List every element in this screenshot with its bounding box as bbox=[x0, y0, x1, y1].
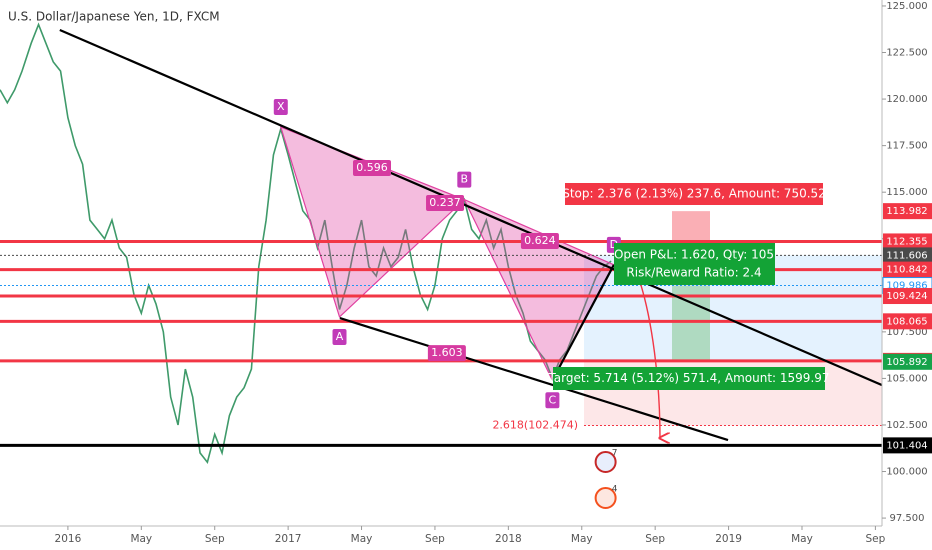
x-tick-label: 2019 bbox=[715, 533, 742, 545]
trendline bbox=[551, 264, 615, 381]
level-box bbox=[883, 233, 932, 250]
x-tick-label: Sep bbox=[205, 533, 225, 545]
pattern-point-label: C bbox=[549, 393, 557, 406]
x-tick-label: 2018 bbox=[495, 533, 522, 545]
level-label: 108.065 bbox=[886, 316, 927, 327]
price-line bbox=[0, 22, 612, 464]
event-count: 7 bbox=[612, 449, 618, 459]
ratio-text: Risk/Reward Ratio: 2.4 bbox=[626, 266, 761, 280]
pattern-point-box bbox=[457, 171, 472, 188]
x-tick-label: 2017 bbox=[275, 533, 302, 545]
pattern-point-label: D bbox=[610, 238, 618, 251]
x-tick-label: May bbox=[791, 533, 813, 545]
pattern-point-label: A bbox=[336, 330, 344, 343]
axes: 97.500100.000102.500105.000107.500110.00… bbox=[55, 1, 932, 545]
level-label: 109.986 bbox=[886, 281, 927, 292]
y-tick-label: 102.500 bbox=[886, 420, 927, 431]
x-tick-label: Sep bbox=[425, 533, 445, 545]
trendline bbox=[59, 28, 882, 387]
level-box bbox=[883, 437, 932, 454]
pattern-point-box bbox=[332, 328, 347, 345]
x-tick-label: Sep bbox=[865, 533, 885, 545]
pattern-point-box bbox=[273, 99, 288, 116]
x-tick-label: May bbox=[130, 533, 152, 545]
level-box bbox=[883, 203, 932, 220]
pattern-point-box bbox=[545, 392, 560, 409]
y-tick-label: 117.500 bbox=[886, 141, 927, 152]
target-box bbox=[553, 367, 825, 390]
ratio-box bbox=[352, 159, 391, 176]
level-label: 101.404 bbox=[886, 440, 927, 451]
projection-arrow bbox=[639, 281, 660, 438]
ratio-label: 0.596 bbox=[356, 161, 388, 174]
x-tick-label: 2016 bbox=[55, 533, 82, 545]
level-label: 113.982 bbox=[886, 206, 927, 217]
level-label: 109.424 bbox=[886, 291, 927, 302]
y-tick-label: 125.000 bbox=[886, 1, 927, 12]
ratio-box bbox=[426, 194, 465, 211]
ratio-label: 0.237 bbox=[429, 196, 461, 209]
x-tick-label: May bbox=[571, 533, 593, 545]
chart-title: U.S. Dollar/Japanese Yen, 1D, FXCM bbox=[8, 10, 220, 24]
stop-label: Stop: 2.376 (2.13%) 237.6, Amount: 750.5… bbox=[562, 187, 826, 201]
ratio-label: 1.603 bbox=[431, 346, 463, 359]
y-tick-label: 97.500 bbox=[890, 513, 925, 524]
ratio-box bbox=[427, 345, 466, 362]
level-box bbox=[883, 353, 932, 370]
stop-box bbox=[565, 183, 823, 205]
x-tick-label: May bbox=[351, 533, 373, 545]
y-tick-label: 107.500 bbox=[886, 327, 927, 338]
y-tick-label: 122.500 bbox=[886, 48, 927, 59]
ratio-label: 0.624 bbox=[524, 234, 556, 247]
level-box bbox=[883, 247, 932, 264]
y-tick-label: 120.000 bbox=[886, 94, 927, 105]
target-label: Target: 5.714 (5.12%) 571.4, Amount: 159… bbox=[547, 371, 829, 385]
x-tick-label: Sep bbox=[645, 533, 665, 545]
level-label: 110.842 bbox=[886, 265, 927, 276]
event-icon bbox=[594, 451, 617, 473]
y-tick-label: 115.000 bbox=[886, 187, 927, 198]
y-tick-label: 100.000 bbox=[886, 467, 927, 478]
pnl-label: Open P&L: 1.620, Qty: 105 bbox=[614, 248, 774, 262]
y-tick-label: 105.000 bbox=[886, 373, 927, 384]
pattern-point-label: B bbox=[461, 173, 469, 186]
pnl-box bbox=[614, 243, 775, 285]
level-label: 111.606 bbox=[886, 250, 927, 261]
overlay: 0.596 0.237 1.603 0.624 X A B C D 2.618(102.474) S… bbox=[273, 99, 830, 509]
level-label: 112.355 bbox=[886, 236, 927, 247]
level-box bbox=[883, 261, 932, 278]
trendline bbox=[339, 317, 729, 442]
fib-label: 2.618(102.474) bbox=[492, 418, 578, 431]
event-count: 4 bbox=[612, 485, 618, 495]
level-box bbox=[883, 313, 932, 330]
pattern-xab bbox=[279, 125, 466, 319]
pattern-point-label: X bbox=[277, 100, 285, 113]
level-label: 105.892 bbox=[886, 357, 927, 368]
level-box bbox=[883, 288, 932, 305]
ratio-box bbox=[520, 232, 559, 249]
event-icon bbox=[594, 487, 617, 509]
